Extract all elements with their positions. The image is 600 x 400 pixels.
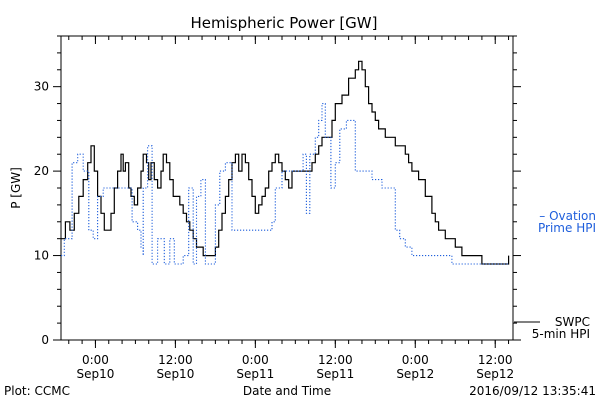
x-tick-time-label: 12:00 [478, 353, 513, 367]
x-tick-date-label: Sep11 [236, 367, 274, 381]
x-tick-time-label: 0:00 [402, 353, 429, 367]
series-line-1 [61, 103, 509, 265]
x-tick-time-label: 12:00 [158, 353, 193, 367]
x-tick-time-label: 0:00 [242, 353, 269, 367]
y-tick-label: 20 [34, 164, 49, 178]
x-tick-date-label: Sep12 [396, 367, 434, 381]
y-tick-label: 10 [34, 249, 49, 263]
legend-swpc-line2: 5-min HPI [532, 327, 590, 341]
x-tick-date-label: Sep10 [76, 367, 114, 381]
y-tick-label: 0 [41, 333, 49, 347]
x-tick-date-label: Sep10 [156, 367, 194, 381]
legend-ovation-line1: – Ovation [539, 209, 596, 223]
legend-swpc-line1: SWPC [555, 315, 590, 329]
x-tick-date-label: Sep12 [476, 367, 514, 381]
x-tick-date-label: Sep11 [316, 367, 354, 381]
x-axis-label: Date and Time [243, 384, 331, 398]
x-tick-time-label: 12:00 [318, 353, 353, 367]
footer-timestamp: 2016/09/12 13:35:41 [469, 384, 596, 398]
series-line-0 [61, 60, 510, 265]
footer-credit: Plot: CCMC [4, 384, 70, 398]
chart-title: Hemispheric Power [GW] [191, 14, 378, 32]
data-series [61, 60, 510, 265]
y-axis-label: P [GW] [9, 167, 23, 209]
x-axis-ticks: 0:00Sep1012:00Sep100:00Sep1112:00Sep110:… [68, 36, 514, 381]
y-tick-label: 30 [34, 80, 49, 94]
y-axis-ticks: 0 10 20 30 [34, 35, 521, 347]
legend-ovation-line2: Prime HPI [538, 221, 596, 235]
x-tick-time-label: 0:00 [82, 353, 109, 367]
